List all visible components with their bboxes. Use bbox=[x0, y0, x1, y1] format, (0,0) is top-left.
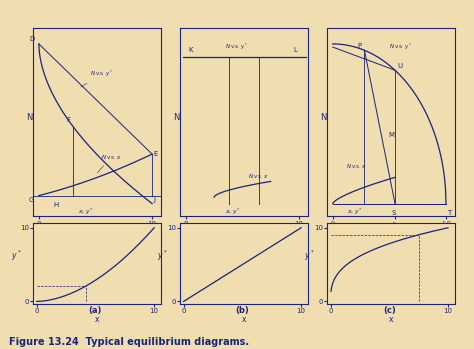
Text: D: D bbox=[29, 36, 34, 42]
Text: $x, y^*$: $x, y^*$ bbox=[347, 207, 364, 217]
Text: M: M bbox=[389, 132, 395, 138]
Text: U: U bbox=[397, 62, 402, 69]
Text: K: K bbox=[188, 47, 192, 53]
Text: $x, y^*$: $x, y^*$ bbox=[79, 207, 94, 217]
Text: $N$ vs. $y^*$: $N$ vs. $y^*$ bbox=[389, 42, 413, 52]
X-axis label: x: x bbox=[95, 315, 100, 324]
Text: S: S bbox=[392, 210, 396, 216]
Text: G: G bbox=[29, 197, 34, 203]
Text: $N$ vs. $x$: $N$ vs. $x$ bbox=[248, 172, 269, 180]
Text: $x, y^*$: $x, y^*$ bbox=[226, 207, 241, 217]
Text: E: E bbox=[153, 151, 158, 157]
Text: J: J bbox=[153, 197, 155, 203]
Text: (c): (c) bbox=[383, 306, 396, 315]
Text: P: P bbox=[358, 43, 362, 49]
Y-axis label: N: N bbox=[26, 113, 32, 122]
X-axis label: x: x bbox=[389, 315, 393, 324]
Text: (b): (b) bbox=[236, 306, 249, 315]
Text: (a): (a) bbox=[89, 306, 102, 315]
Y-axis label: $y^*$: $y^*$ bbox=[10, 249, 21, 263]
Text: T: T bbox=[447, 210, 451, 216]
Y-axis label: N: N bbox=[173, 113, 179, 122]
Y-axis label: $y^*$: $y^*$ bbox=[304, 249, 315, 263]
Y-axis label: $y^*$: $y^*$ bbox=[157, 249, 168, 263]
Text: H: H bbox=[53, 202, 58, 208]
Text: $N$ vs. $x$: $N$ vs. $x$ bbox=[97, 153, 122, 173]
Text: L: L bbox=[293, 47, 297, 53]
Text: Figure 13.24  Typical equilibrium diagrams.: Figure 13.24 Typical equilibrium diagram… bbox=[9, 337, 250, 347]
Y-axis label: N: N bbox=[319, 113, 326, 122]
Text: F: F bbox=[66, 117, 71, 123]
X-axis label: x: x bbox=[242, 315, 246, 324]
Text: $N$ vs. $y^*$: $N$ vs. $y^*$ bbox=[226, 42, 249, 52]
Text: $N$ vs. $y^*$: $N$ vs. $y^*$ bbox=[81, 69, 113, 87]
Text: $N$ vs. $x$: $N$ vs. $x$ bbox=[346, 163, 367, 170]
